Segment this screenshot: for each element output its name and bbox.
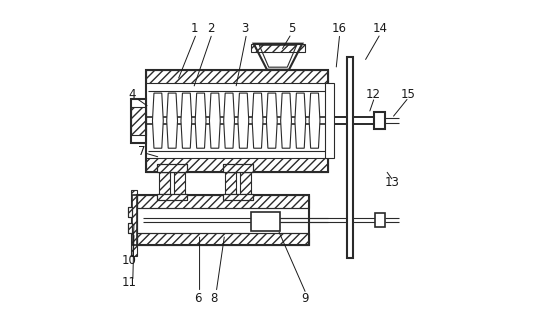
Bar (146, 70, 328, 172)
Bar (240, 172, 252, 195)
Bar (157, 164, 187, 172)
Polygon shape (254, 44, 302, 70)
Polygon shape (260, 45, 296, 67)
Bar (159, 172, 170, 195)
Text: 9: 9 (301, 292, 308, 305)
Bar (132, 195, 137, 245)
Polygon shape (266, 93, 277, 148)
Text: 7: 7 (138, 145, 145, 158)
Polygon shape (252, 93, 263, 148)
Text: 11: 11 (122, 277, 137, 289)
Bar (137, 195, 309, 208)
Bar (374, 112, 384, 129)
Bar (225, 172, 235, 195)
Bar (157, 193, 187, 200)
Bar (146, 70, 328, 83)
Bar (131, 99, 146, 143)
Polygon shape (209, 93, 220, 148)
Polygon shape (224, 93, 234, 148)
Text: 16: 16 (332, 22, 347, 35)
Bar (223, 164, 253, 172)
Text: 5: 5 (288, 22, 296, 35)
Text: 3: 3 (241, 22, 249, 35)
Bar (131, 106, 146, 135)
Bar (252, 212, 279, 231)
Polygon shape (153, 93, 163, 148)
Polygon shape (195, 93, 206, 148)
Bar (131, 191, 137, 256)
Bar (175, 172, 185, 195)
Text: 8: 8 (210, 292, 217, 305)
Bar (137, 233, 309, 245)
Bar (325, 83, 334, 158)
Text: 14: 14 (372, 22, 387, 35)
Bar (223, 193, 253, 200)
Polygon shape (295, 93, 306, 148)
Text: 15: 15 (400, 88, 415, 101)
Polygon shape (281, 93, 292, 148)
Bar (128, 207, 132, 217)
Bar (157, 193, 187, 200)
Bar (375, 213, 384, 227)
Text: 4: 4 (128, 88, 136, 101)
Bar (128, 223, 132, 233)
Polygon shape (238, 93, 249, 148)
Bar (347, 57, 352, 258)
Polygon shape (181, 93, 192, 148)
Text: 12: 12 (366, 88, 381, 101)
Text: 2: 2 (207, 22, 214, 35)
Bar (223, 164, 253, 172)
Bar (128, 223, 132, 233)
Text: 13: 13 (385, 176, 400, 189)
Bar (128, 207, 132, 217)
Bar (137, 195, 309, 245)
Bar (223, 193, 253, 200)
Bar (157, 164, 187, 172)
Text: 1: 1 (191, 22, 199, 35)
Polygon shape (309, 93, 320, 148)
Bar (251, 44, 305, 52)
Text: 6: 6 (194, 292, 202, 305)
Polygon shape (167, 93, 177, 148)
Bar (146, 158, 328, 172)
Text: 10: 10 (122, 255, 137, 267)
